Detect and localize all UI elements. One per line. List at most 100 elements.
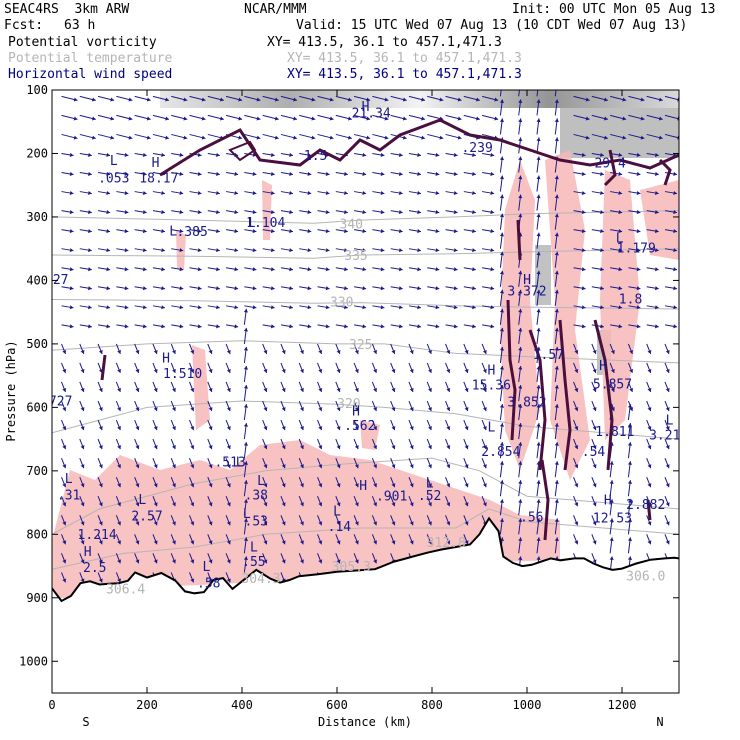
wind-arrow	[463, 267, 476, 272]
wind-arrow	[171, 114, 188, 121]
wind-arrow	[499, 194, 505, 211]
wind-arrow	[408, 457, 414, 469]
wind-arrow	[609, 362, 615, 374]
pv-extremum-label: .53	[245, 514, 268, 529]
wind-arrow	[354, 248, 367, 253]
wind-arrow	[189, 362, 195, 374]
wind-arrow	[628, 248, 641, 253]
wind-arrow	[171, 210, 184, 215]
wind-arrow	[335, 381, 341, 393]
wind-arrow	[317, 515, 323, 526]
wind-arrow	[280, 190, 294, 196]
wind-arrow	[170, 496, 176, 507]
wind-arrow	[207, 362, 213, 374]
wind-arrow	[463, 229, 476, 234]
wind-arrow	[627, 499, 633, 516]
wind-arrow	[353, 343, 359, 355]
wind-arrow	[207, 114, 224, 121]
pv-extremum-label: H	[604, 493, 612, 508]
wind-arrow	[317, 210, 330, 215]
wind-arrow	[189, 248, 202, 253]
wind-arrow	[518, 404, 523, 421]
wind-arrow	[171, 229, 184, 234]
wind-arrow	[536, 118, 541, 135]
pv-contour-column-d	[558, 319, 572, 471]
wind-arrow	[627, 423, 633, 440]
wind-arrow	[225, 438, 231, 450]
wind-arrow	[207, 190, 220, 196]
wind-arrow	[646, 515, 652, 526]
wind-arrow	[79, 553, 85, 564]
wind-arrow	[372, 114, 389, 121]
y-axis: 100 200 300 400 500 600 700 800 900 1000	[19, 83, 679, 668]
wind-arrow	[646, 210, 659, 215]
wind-arrow	[646, 305, 659, 310]
wind-arrow	[225, 381, 231, 393]
pv-extremum-label: .55	[242, 555, 265, 570]
wind-arrow	[207, 210, 220, 215]
wind-arrow	[390, 229, 403, 234]
wind-arrow	[243, 556, 248, 573]
wind-arrow	[463, 457, 469, 469]
wind-arrow	[79, 477, 85, 488]
wind-arrow	[372, 171, 385, 176]
wind-arrow	[499, 118, 505, 135]
wind-arrow	[152, 438, 158, 450]
wind-arrow	[225, 457, 231, 469]
wind-arrow	[499, 461, 505, 478]
wind-arrow	[518, 518, 523, 535]
wind-arrow	[280, 171, 294, 176]
wind-arrow	[353, 362, 359, 374]
wind-arrow	[335, 534, 341, 545]
wind-arrow	[481, 343, 487, 355]
wind-arrow	[171, 190, 184, 196]
pv-extremum-label: 5.857	[593, 377, 632, 392]
wind-arrow	[134, 400, 140, 412]
wind-arrow	[189, 210, 202, 215]
wind-arrow	[627, 537, 633, 554]
wind-arrow	[134, 171, 147, 176]
wind-arrow	[554, 480, 559, 497]
wind-arrow	[463, 438, 469, 450]
wind-arrow	[463, 477, 469, 488]
wind-arrow	[371, 553, 378, 564]
wind-arrow	[243, 308, 248, 325]
wind-arrow	[280, 534, 286, 545]
wind-arrow	[445, 362, 451, 374]
wind-arrow	[664, 515, 670, 526]
wind-arrow	[317, 343, 323, 355]
wind-arrow	[463, 534, 469, 545]
pv-extremum-label: 1.811	[595, 425, 634, 440]
wind-arrow	[536, 194, 541, 211]
pv-contour-column-c	[528, 329, 547, 471]
wind-arrow	[664, 457, 670, 469]
wind-arrow	[116, 190, 129, 196]
pv-extremum-label: L	[426, 476, 434, 491]
theta-label: 325	[349, 338, 372, 353]
wind-arrow	[298, 419, 304, 431]
wind-arrow	[426, 457, 432, 469]
wind-arrow	[244, 305, 257, 310]
wind-vector-group	[61, 90, 679, 583]
theta-label: 306.4	[106, 582, 145, 597]
wind-arrow	[97, 324, 111, 329]
x-tick-label: 1000	[513, 698, 542, 712]
wind-arrow	[573, 438, 579, 450]
wind-arrow	[262, 400, 268, 412]
pv-contour-group	[100, 118, 679, 541]
wind-arrow	[371, 419, 378, 431]
wind-arrow	[134, 477, 140, 488]
wind-arrow	[299, 190, 312, 196]
wind-arrow	[79, 248, 92, 253]
wind-arrow	[97, 515, 103, 526]
wind-arrow	[426, 343, 432, 355]
wind-arrow	[317, 496, 323, 507]
terrain-profile	[52, 516, 679, 603]
wind-arrow	[463, 305, 476, 310]
wind-arrow	[61, 572, 67, 583]
wind-arrow	[115, 362, 122, 374]
wind-arrow	[664, 267, 678, 272]
wind-arrow	[61, 305, 74, 310]
wind-arrow	[134, 248, 147, 253]
pv-extremum-label: 1.5	[304, 149, 327, 164]
